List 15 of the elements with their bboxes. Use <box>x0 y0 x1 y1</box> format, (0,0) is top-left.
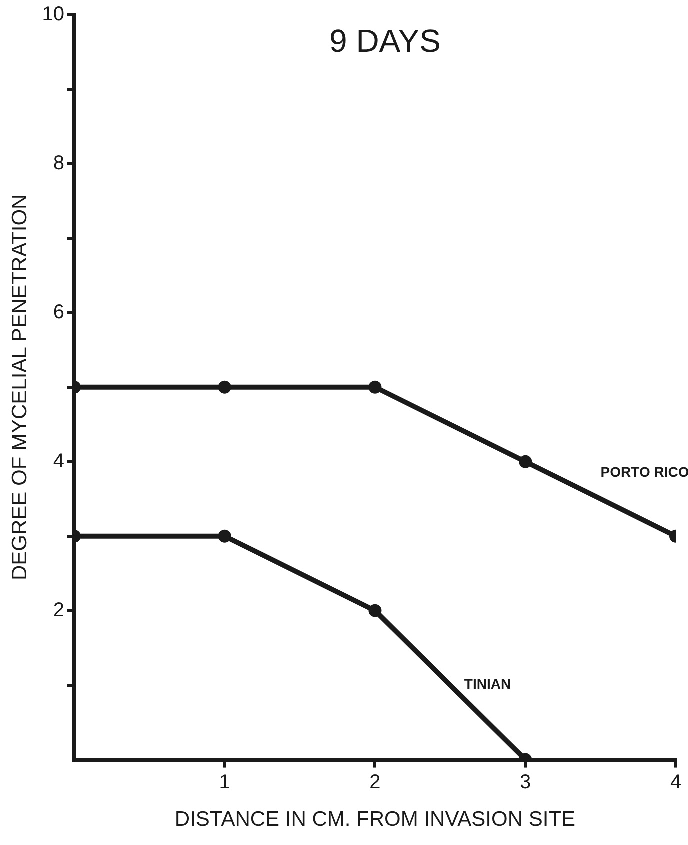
y-tick-label: 8 <box>53 152 64 174</box>
x-tick-label: 3 <box>520 771 532 794</box>
x-tick-label: 2 <box>370 771 381 794</box>
point <box>368 380 382 394</box>
chart-title: 9 DAYS <box>329 22 441 59</box>
y-tick-label: 2 <box>53 599 64 622</box>
y-axis-title: DEGREE OF MYCELIAL PENETRATION <box>8 194 32 581</box>
x-tick-label: 1 <box>219 771 230 794</box>
x-tick-label: 4 <box>670 771 682 794</box>
y-tick-label: 4 <box>53 450 64 472</box>
point <box>368 604 382 618</box>
y-tick-label: 10 <box>42 4 64 26</box>
x-axis-title: DISTANCE IN CM. FROM INVASION SITE <box>174 808 576 832</box>
y-tick-label: 6 <box>53 301 64 324</box>
series-label: TINIAN <box>464 676 512 692</box>
